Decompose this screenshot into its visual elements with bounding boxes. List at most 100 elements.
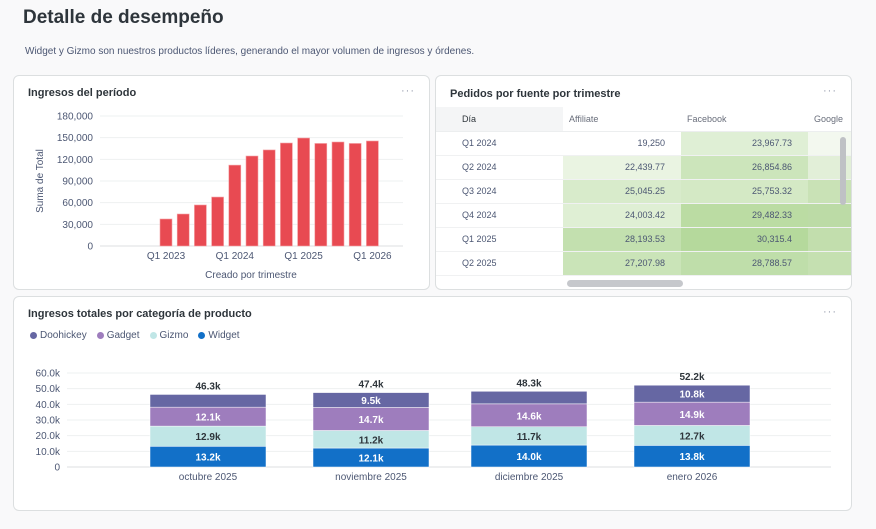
bar	[245, 155, 259, 247]
data-label: 11.7k	[517, 432, 542, 443]
legend-dot-icon	[198, 332, 206, 339]
y-tick-label: 40.0k	[36, 400, 61, 411]
x-tick-label: Q1 2023	[147, 251, 186, 262]
y-tick-label: 180,000	[57, 112, 94, 123]
data-label: 11.2k	[359, 435, 384, 446]
bar	[297, 137, 310, 247]
more-horizontal-icon[interactable]: ···	[401, 85, 415, 97]
bar-segment-doohickey	[470, 391, 588, 405]
cell-affiliate: 19,250	[563, 131, 681, 156]
revenue-card-title: Ingresos del período	[28, 87, 137, 99]
total-label: 48.3k	[516, 378, 541, 389]
legend-item-gizmo[interactable]: Gizmo	[149, 330, 189, 341]
column-header-google[interactable]: Google	[808, 107, 851, 132]
y-tick-label: 150,000	[57, 133, 94, 144]
x-tick-label: Q1 2026	[353, 251, 392, 262]
column-header-affiliate[interactable]: Affiliate	[563, 107, 681, 132]
cell-facebook: 25,753.32	[681, 179, 808, 204]
table-row: Q3 2024 25,045.25 25,753.32	[436, 179, 851, 204]
cell-dia: Q1 2024	[436, 131, 563, 156]
cell-affiliate: 22,439.77	[563, 155, 681, 180]
data-label: 12.7k	[679, 431, 704, 442]
y-tick-label: 90,000	[62, 177, 93, 188]
cell-google	[808, 227, 851, 252]
legend-dot-icon	[30, 332, 37, 339]
y-tick-label: 0	[87, 242, 93, 253]
cell-google	[808, 203, 851, 228]
bar-segment-doohickey	[149, 394, 267, 408]
revenue-chart: 0 30,000 60,000 90,000 120,000 150,000 180,000…	[35, 112, 403, 281]
table-row: Q1 2025 28,193.53 30,315.4	[436, 227, 851, 252]
y-tick-label: 20.0k	[36, 431, 61, 442]
table-header-row: Día Affiliate Facebook Google	[436, 107, 851, 132]
y-axis-label: Suma de Total	[35, 149, 46, 213]
data-label: 12.1k	[358, 454, 383, 465]
cell-affiliate: 25,045.25	[563, 179, 681, 204]
data-label: 14.0k	[516, 452, 541, 463]
bar	[280, 142, 293, 247]
cell-dia: Q1 2025	[436, 227, 563, 252]
data-label: 14.6k	[516, 411, 541, 422]
legend-item-widget[interactable]: Widget	[198, 330, 240, 341]
cell-facebook: 30,315.4	[681, 227, 808, 252]
legend-label: Gizmo	[159, 330, 189, 341]
y-tick-label: 0	[54, 463, 60, 474]
legend-item-gadget[interactable]: Gadget	[96, 330, 140, 341]
cell-affiliate: 24,003.42	[563, 203, 681, 228]
x-axis-label: Creado por trimestre	[205, 270, 297, 281]
bar	[348, 143, 362, 247]
data-label: 14.9k	[679, 410, 704, 421]
category-card-title: Ingresos totales por categoría de produc…	[28, 308, 252, 320]
vertical-scrollbar[interactable]	[840, 137, 846, 205]
table-row: Q1 2024 19,250 23,967.73	[436, 131, 851, 156]
x-tick-label: noviembre 2025	[335, 472, 407, 483]
y-tick-label: 30.0k	[36, 416, 61, 427]
x-tick-label: Q1 2024	[216, 251, 255, 262]
bar	[314, 143, 328, 247]
page-title: Detalle de desempeño	[23, 7, 224, 28]
legend-label: Widget	[208, 330, 240, 341]
data-label: 14.7k	[358, 415, 383, 426]
column-header-facebook[interactable]: Facebook	[681, 107, 808, 132]
data-label: 13.8k	[679, 452, 704, 463]
y-tick-label: 60.0k	[36, 369, 61, 380]
y-tick-label: 60,000	[62, 198, 93, 209]
cell-affiliate: 28,193.53	[563, 227, 681, 252]
legend-dot-icon	[96, 332, 104, 339]
chart-legend: Doohickey Gadget Gizmo Widget	[30, 330, 240, 341]
total-label: 47.4k	[358, 380, 383, 391]
column-header-dia[interactable]: Día	[436, 107, 563, 132]
bar	[159, 218, 173, 247]
total-label: 46.3k	[195, 381, 220, 392]
orders-table: Día Affiliate Facebook Google Q1 2024 19,…	[436, 107, 851, 276]
bar	[331, 141, 345, 247]
bar	[194, 204, 207, 247]
bar	[211, 196, 224, 247]
cell-dia: Q2 2024	[436, 155, 563, 180]
category-chart: 0 10.0k 20.0k 30.0k 40.0k 50.0k 60.0k 13.2k 12.9…	[36, 369, 831, 483]
bar	[176, 213, 190, 247]
orders-card-title: Pedidos por fuente por trimestre	[450, 88, 621, 100]
bar	[228, 164, 242, 247]
more-horizontal-icon[interactable]: ···	[823, 306, 837, 318]
cell-dia: Q2 2025	[436, 251, 563, 276]
horizontal-scrollbar[interactable]	[567, 280, 683, 287]
cell-google	[808, 251, 851, 276]
bar	[262, 149, 276, 247]
y-tick-label: 50.0k	[36, 384, 61, 395]
cell-facebook: 29,482.33	[681, 203, 808, 228]
data-label: 9.5k	[361, 396, 381, 407]
legend-item-doohickey[interactable]: Doohickey	[30, 330, 87, 341]
y-tick-label: 10.0k	[36, 447, 61, 458]
cell-facebook: 23,967.73	[681, 131, 808, 156]
more-horizontal-icon[interactable]: ···	[823, 85, 837, 97]
x-tick-label: octubre 2025	[179, 472, 238, 483]
data-label: 13.2k	[195, 453, 220, 464]
cell-affiliate: 27,207.98	[563, 251, 681, 276]
x-tick-label: Q1 2025	[284, 251, 323, 262]
page-description: Widget y Gizmo son nuestros productos lí…	[25, 46, 475, 57]
bar-segment-doohickey	[633, 384, 751, 403]
data-label: 10.8k	[679, 390, 704, 401]
category-card: Ingresos totales por categoría de produc…	[13, 296, 852, 511]
cell-facebook: 28,788.57	[681, 251, 808, 276]
